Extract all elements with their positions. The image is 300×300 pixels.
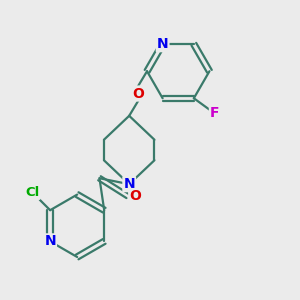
Text: N: N (123, 177, 135, 191)
Text: Cl: Cl (25, 186, 39, 199)
Text: O: O (129, 189, 141, 203)
Text: O: O (132, 86, 144, 100)
Text: N: N (44, 234, 56, 248)
Text: N: N (157, 37, 168, 51)
Text: F: F (210, 106, 219, 120)
